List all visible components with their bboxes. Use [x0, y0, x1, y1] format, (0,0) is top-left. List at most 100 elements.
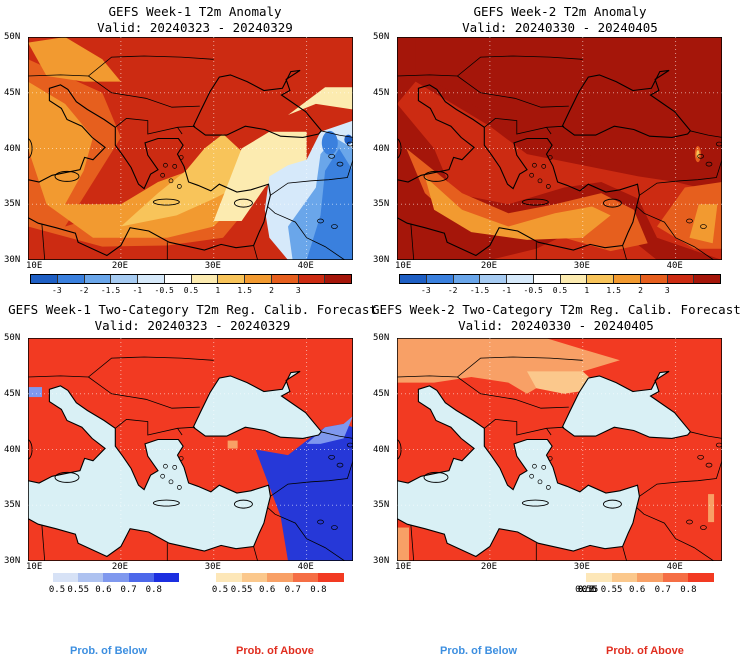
- colorbar-label: 0.5: [552, 286, 568, 295]
- footer-prob-above-right: Prob. of Above: [606, 645, 684, 657]
- sardinia: [397, 138, 402, 159]
- lake: [331, 224, 338, 229]
- sicily: [423, 170, 449, 182]
- lat-tick-label: 30N: [4, 255, 21, 265]
- colorbar-swatch: [31, 275, 58, 283]
- lon-tick-label: 40E: [666, 562, 683, 572]
- sicily: [54, 170, 80, 182]
- lon-tick-label: 40E: [297, 261, 314, 271]
- border-line: [177, 127, 183, 135]
- colorbar-swatch: [164, 275, 192, 283]
- colorbar-swatch: [694, 275, 720, 283]
- border-line: [253, 546, 259, 561]
- sardinia: [397, 439, 402, 460]
- colorbar-swatch: [325, 275, 351, 283]
- panel-title-w2-prob: GEFS Week-2 Two-Category T2m Reg. Calib.…: [372, 302, 740, 334]
- colorbar-label: -2: [447, 286, 458, 295]
- lake: [346, 442, 353, 448]
- border-line: [457, 376, 569, 409]
- cyprus: [233, 499, 253, 509]
- lon-tick-label: 20E: [111, 261, 129, 271]
- border-line: [267, 206, 346, 260]
- colorbar-label: 2: [638, 286, 643, 295]
- lake: [697, 153, 704, 159]
- lon-tick-label: 30E: [204, 562, 221, 572]
- colorbar-swatch: [245, 275, 272, 283]
- border-line: [639, 159, 722, 196]
- anomaly-contour: [306, 148, 353, 260]
- panel-title-text: GEFS Week-1 T2m Anomaly: [108, 4, 282, 19]
- scale-label: 0.6: [577, 585, 595, 595]
- lat-tick-label: 50N: [373, 32, 390, 42]
- aegean-island: [547, 456, 553, 461]
- crete: [152, 198, 180, 206]
- panel-title-text: GEFS Week-1 Two-Category T2m Reg. Calib.…: [8, 302, 377, 317]
- scale-swatch: [637, 573, 663, 582]
- colorbar-label: 0.5: [183, 286, 199, 295]
- colorbar-swatch: [84, 275, 112, 283]
- coastline-mediterranean: [397, 84, 640, 257]
- above-probability-scale-week2: [586, 573, 714, 582]
- scale-label: 0.7: [654, 585, 671, 595]
- border-line: [636, 507, 715, 561]
- sardinia: [28, 439, 33, 460]
- aegean-island: [541, 163, 547, 169]
- colorbar-label: -2: [78, 286, 89, 295]
- colorbar-swatch: [640, 275, 668, 283]
- scale-swatch: [153, 573, 180, 582]
- border-line: [622, 245, 628, 260]
- lake: [715, 141, 722, 147]
- aegean-island: [177, 184, 182, 189]
- border-line: [28, 55, 214, 77]
- scale-swatch: [267, 573, 293, 582]
- aegean-island: [160, 473, 165, 479]
- scale-label: 0.5: [581, 585, 599, 595]
- scale-label: 0.7: [284, 585, 301, 595]
- lon-tick-label: 30E: [573, 261, 590, 271]
- lake: [700, 525, 707, 530]
- colorbar-swatch: [271, 275, 299, 283]
- lon-tick-label: 20E: [111, 562, 129, 572]
- panel-valid-text: Valid: 20240330 - 20240405: [458, 318, 654, 333]
- above-probability-scale: [216, 573, 344, 582]
- scale-swatch: [586, 573, 612, 582]
- colorbar-label: -1.5: [100, 286, 121, 295]
- above-region-light: [397, 338, 620, 394]
- lake: [705, 161, 713, 167]
- aegean-island: [546, 485, 551, 490]
- colorbar-swatch: [57, 275, 85, 283]
- border-line: [270, 460, 353, 497]
- colorbar-label: 3: [664, 286, 670, 295]
- border-line: [267, 507, 346, 561]
- colorbar-swatch: [400, 275, 427, 283]
- scale-label: 0.55: [600, 585, 623, 595]
- lon-tick-label: 30E: [204, 261, 221, 271]
- colorbar-label: -1: [132, 286, 143, 295]
- lat-tick-label: 50N: [373, 333, 390, 343]
- scale-label: 0.8: [680, 585, 697, 595]
- border-line: [115, 117, 196, 135]
- scale-label: 0.7: [120, 585, 137, 595]
- scale-label: 0.55: [575, 585, 597, 595]
- border-line: [689, 130, 722, 138]
- scale-label: 0.6: [95, 585, 112, 595]
- lat-tick-label: 35N: [373, 500, 390, 511]
- border-line: [28, 356, 214, 378]
- colorbar-swatch: [587, 275, 614, 283]
- colorbar-label: -0.5: [154, 286, 174, 295]
- scale-label: 0.5: [581, 585, 599, 595]
- lake: [336, 161, 344, 167]
- border-line: [546, 127, 552, 135]
- below-probability-scale: [53, 573, 180, 582]
- lake: [705, 462, 713, 468]
- panel-title-w1-prob: GEFS Week-1 Two-Category T2m Reg. Calib.…: [0, 302, 385, 334]
- above-region-light: [227, 440, 238, 449]
- lat-tick-label: 45N: [373, 388, 390, 399]
- border-line: [639, 460, 722, 497]
- panel-title-text: GEFS Week-2 T2m Anomaly: [473, 4, 647, 19]
- border-line: [622, 546, 628, 561]
- aegean-island: [172, 464, 178, 470]
- footer-prob-below-right: Prob. of Below: [440, 645, 517, 657]
- colorbar-swatch: [480, 275, 507, 283]
- lake: [715, 442, 722, 448]
